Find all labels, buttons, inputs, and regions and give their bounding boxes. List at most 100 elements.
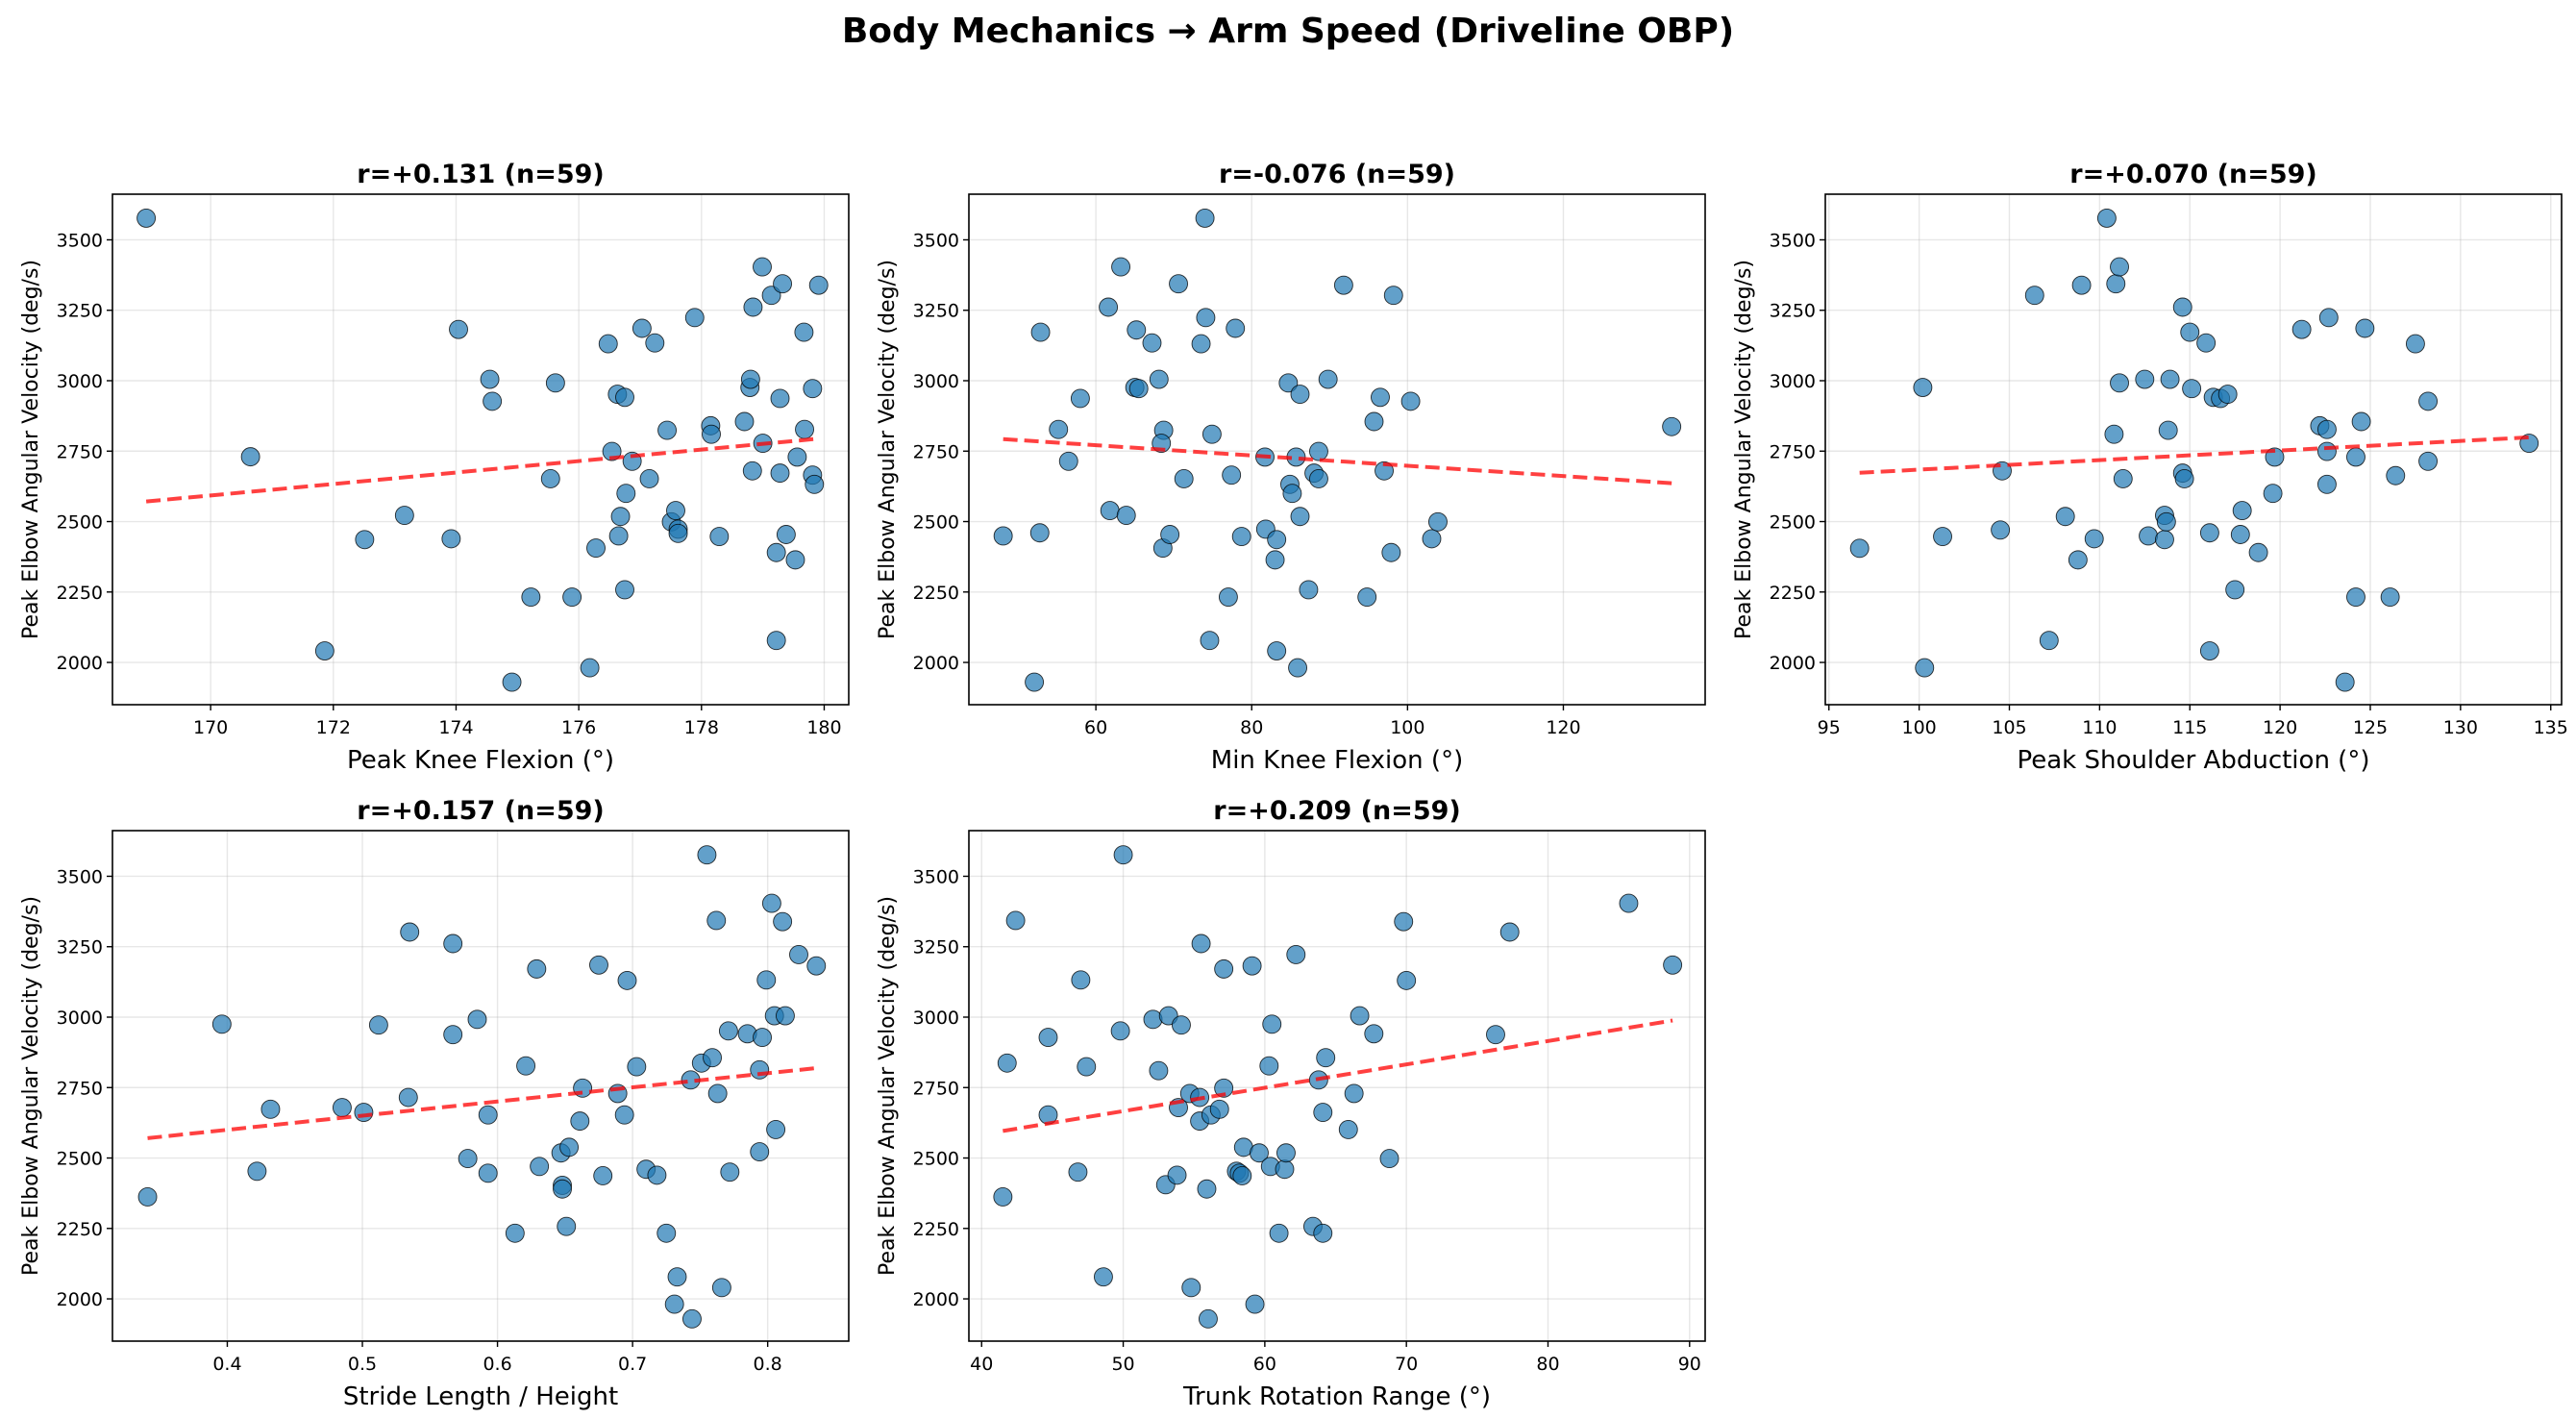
data-point: [702, 424, 721, 444]
data-point: [2335, 672, 2355, 692]
data-point: [478, 1163, 498, 1183]
data-point: [632, 318, 652, 338]
data-point: [795, 419, 814, 439]
data-point: [1181, 1278, 1201, 1298]
data-point: [707, 1083, 728, 1104]
data-point: [1005, 910, 1026, 931]
y-tick-label: 2250: [913, 1219, 959, 1240]
x-tick-label: 0.7: [618, 1354, 647, 1375]
data-point: [1029, 523, 1050, 543]
data-point: [1198, 1308, 1218, 1329]
data-point: [1242, 956, 1262, 976]
data-point: [2039, 631, 2059, 651]
x-tick-label: 130: [2443, 717, 2478, 738]
x-tick-label: 120: [1546, 717, 1580, 738]
y-axis-label: Peak Elbow Angular Velocity (deg/s): [1732, 260, 1756, 639]
y-tick-label: 3000: [57, 1008, 103, 1029]
y-tick-label: 2750: [913, 1078, 959, 1099]
x-tick-label: 90: [1678, 1354, 1701, 1375]
y-tick-label: 3500: [1770, 230, 1816, 251]
data-point: [1172, 1015, 1191, 1035]
data-point: [1143, 1009, 1163, 1030]
x-tick-label: 70: [1395, 1354, 1418, 1375]
data-point: [136, 208, 157, 228]
y-tick-label: 2000: [57, 653, 103, 674]
data-point: [766, 1119, 786, 1139]
subplot-5: 40 50 60 70 80 90 2000 2250 2500 2750 3000 3250 3500…: [876, 796, 1706, 1411]
x-tick-label: 180: [806, 717, 841, 738]
data-point: [1191, 334, 1211, 354]
data-point: [2316, 419, 2337, 439]
data-point: [1030, 322, 1051, 342]
trend-line: [1003, 436, 1672, 485]
data-point: [2263, 484, 2283, 504]
axes-frame: [968, 193, 1706, 706]
data-point: [332, 1098, 352, 1118]
x-tick-label: 0.4: [212, 1354, 241, 1375]
y-tick-label: 2000: [57, 1289, 103, 1310]
data-point: [664, 1294, 684, 1314]
data-point: [2110, 257, 2129, 277]
data-point: [1099, 297, 1119, 317]
data-point: [753, 1028, 772, 1048]
data-point: [1049, 419, 1069, 439]
data-point: [993, 1187, 1013, 1207]
data-point: [2084, 529, 2104, 549]
y-tick-label: 3250: [1770, 301, 1816, 322]
data-point: [1226, 318, 1246, 338]
data-point: [580, 658, 600, 678]
data-point: [709, 527, 730, 547]
data-point: [521, 587, 541, 608]
data-point: [657, 420, 678, 440]
data-point: [137, 1187, 158, 1207]
data-point: [805, 474, 825, 494]
y-tick-label: 2000: [913, 1289, 959, 1310]
data-point: [1849, 538, 1870, 559]
data-point: [593, 1166, 613, 1185]
data-point: [1381, 542, 1401, 562]
data-point: [530, 1157, 550, 1177]
subplot-4: 0.4 0.5 0.6 0.7 0.8 2000 2250 2500 2750 3000 3250 3…: [19, 796, 850, 1411]
y-axis-label: Peak Elbow Angular Velocity (deg/s): [876, 260, 900, 639]
x-tick-label: 170: [193, 717, 228, 738]
data-point: [1338, 1119, 1358, 1139]
data-point: [740, 369, 760, 389]
data-point: [1214, 958, 1234, 979]
trend-line: [145, 436, 819, 504]
subplots: 170 172 174 176 178 180 2000 2250 2500 2750 3000 32…: [19, 160, 2568, 1411]
data-point: [1313, 1223, 1333, 1243]
data-point: [586, 538, 606, 559]
data-point: [1275, 1159, 1295, 1180]
data-point: [703, 1048, 722, 1068]
data-point: [2160, 369, 2180, 389]
subplot-title: r=+0.209 (n=59): [1213, 796, 1460, 826]
data-point: [753, 257, 772, 277]
data-point: [2180, 322, 2200, 342]
x-axis-label: Peak Shoulder Abduction (°): [2018, 746, 2370, 775]
data-point: [1071, 970, 1091, 990]
x-tick-label: 174: [438, 717, 473, 738]
data-point: [615, 580, 634, 600]
data-point: [1093, 1267, 1113, 1287]
data-point: [776, 525, 796, 544]
data-point: [2418, 451, 2439, 471]
data-point: [1344, 1083, 1364, 1104]
data-point: [773, 911, 793, 932]
data-point: [483, 391, 503, 411]
data-point: [743, 297, 763, 317]
data-point: [2291, 319, 2312, 339]
x-tick-label: 0.6: [483, 1354, 511, 1375]
data-point: [2386, 465, 2406, 485]
data-point: [2232, 501, 2252, 521]
x-axis-label: Trunk Rotation Range (°): [1182, 1382, 1491, 1411]
y-tick-label: 3000: [57, 371, 103, 392]
data-point: [1357, 587, 1377, 608]
x-axis-label: Min Knee Flexion (°): [1211, 746, 1463, 775]
y-tick-label: 2750: [1770, 441, 1816, 462]
data-point: [211, 1014, 232, 1034]
data-point: [1167, 1165, 1187, 1185]
data-point: [1422, 529, 1442, 549]
data-point: [1915, 658, 1935, 678]
x-tick-label: 135: [2534, 717, 2568, 738]
data-point: [667, 1267, 687, 1287]
